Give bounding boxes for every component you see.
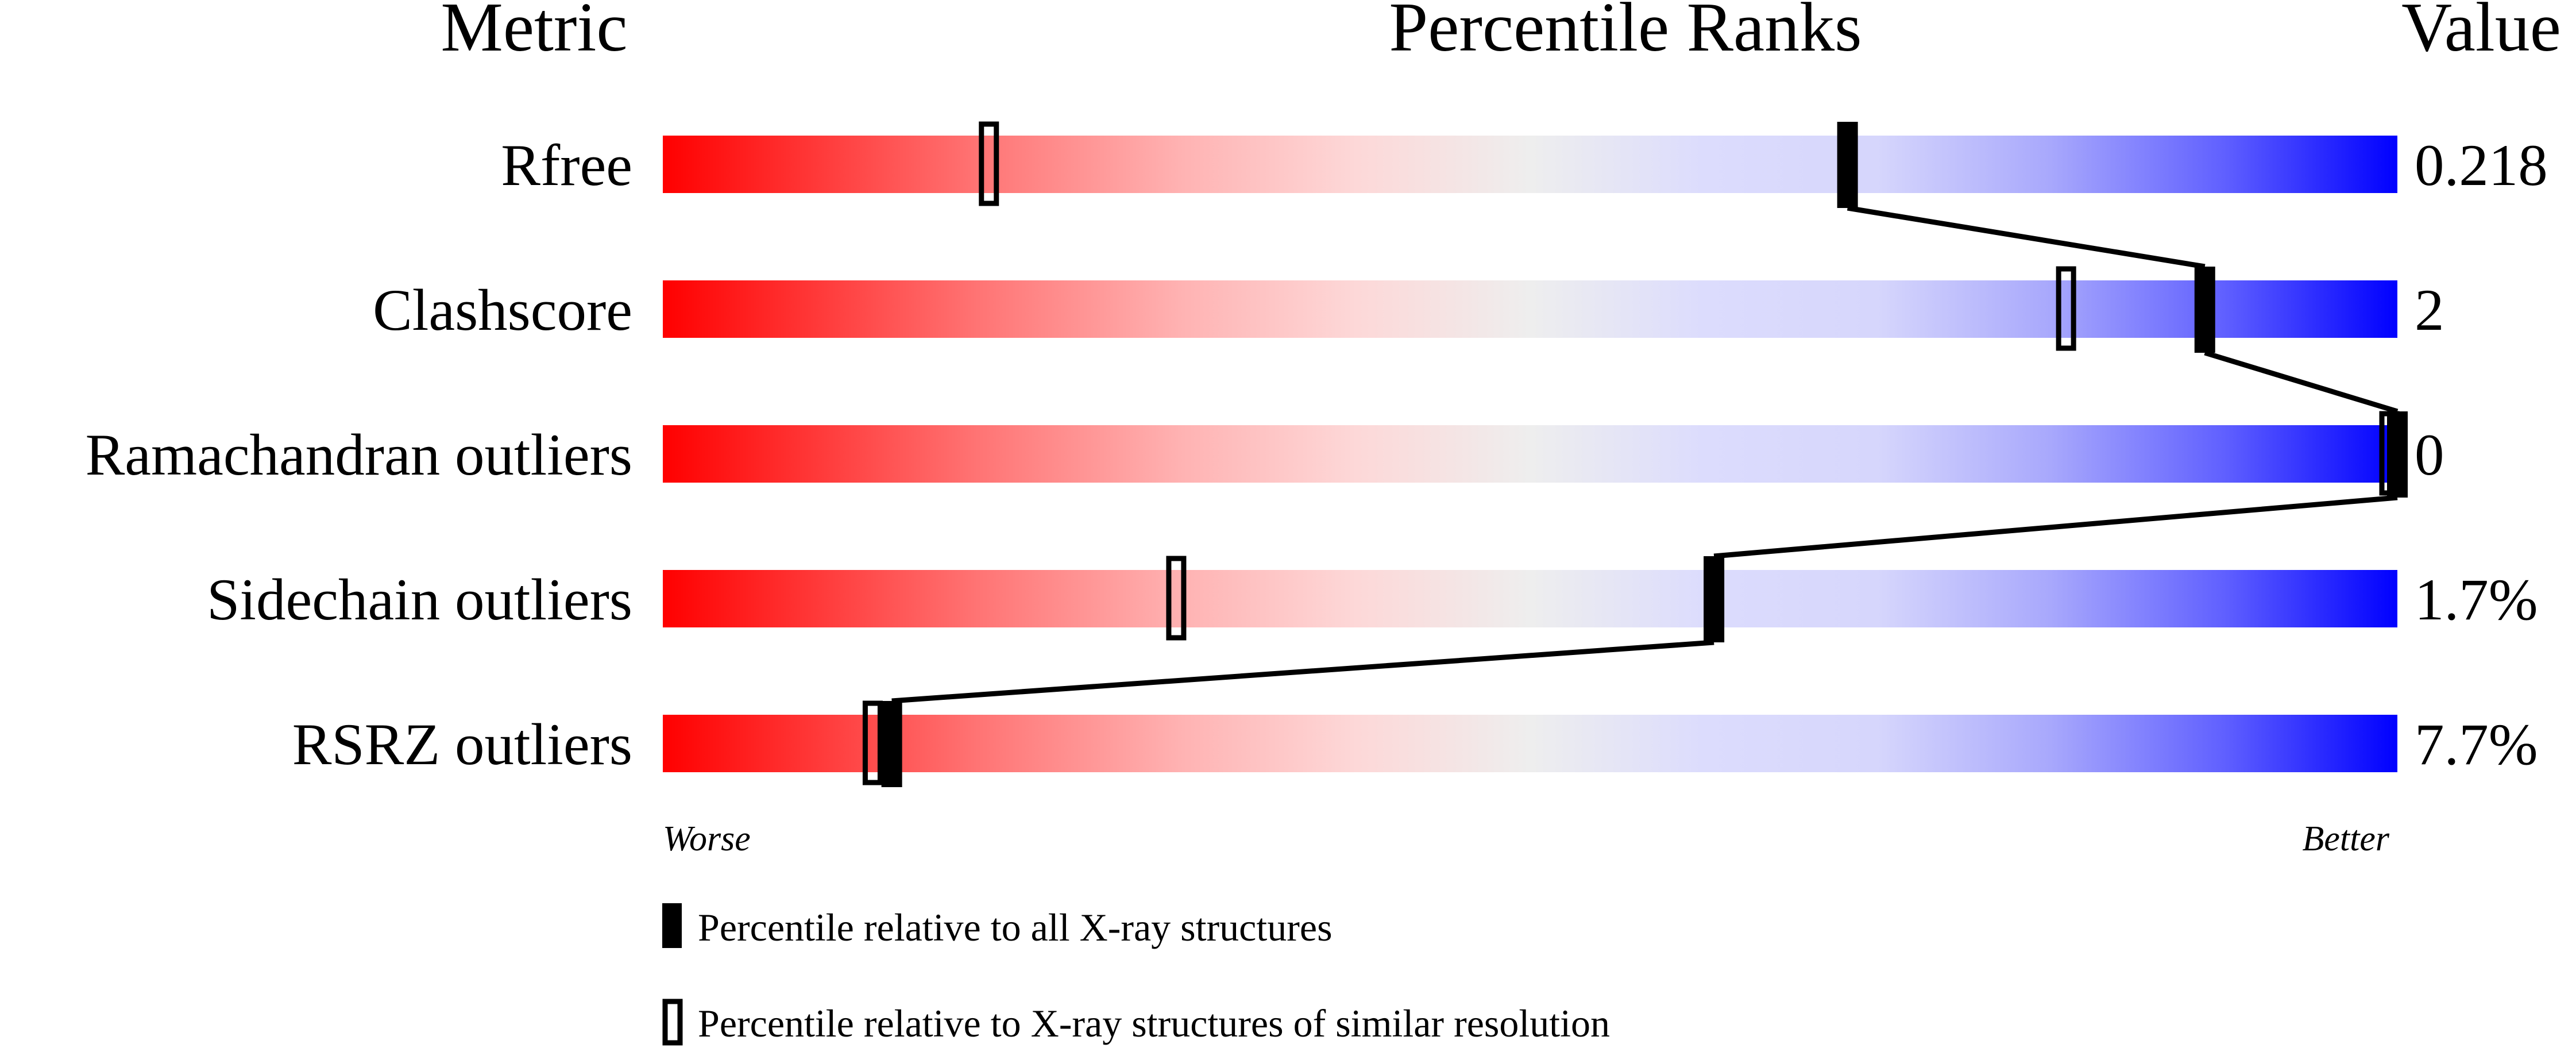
axis-label-worse: Worse: [663, 819, 751, 858]
marker-all-structures: [881, 701, 902, 787]
marker-similar-resolution: [862, 700, 883, 785]
metric-label: Clashscore: [373, 278, 632, 343]
metric-value: 0: [2415, 422, 2444, 488]
metric-label: RSRZ outliers: [292, 712, 632, 777]
metric-label: Ramachandran outliers: [86, 422, 632, 488]
percentile-bar: [663, 136, 2397, 193]
marker-all-structures: [2194, 267, 2215, 353]
marker-all-structures: [1704, 556, 1725, 642]
percentile-bar: [663, 425, 2397, 483]
axis-label-better: Better: [2303, 819, 2390, 858]
percentile-bar: [663, 570, 2397, 627]
legend-open-marker: [662, 999, 683, 1046]
metric-label: Sidechain outliers: [207, 567, 632, 633]
metric-value: 0.218: [2415, 133, 2548, 198]
percentile-bar: [663, 280, 2397, 338]
metric-label: Rfree: [501, 133, 632, 198]
legend-filled-label: Percentile relative to all X-ray structu…: [698, 906, 1333, 949]
header-percentile-ranks: Percentile Ranks: [1389, 0, 1861, 66]
metric-value: 7.7%: [2415, 712, 2538, 777]
connector-line: [891, 205, 2399, 704]
metric-value: 2: [2415, 278, 2444, 343]
marker-similar-resolution: [2056, 266, 2076, 351]
marker-similar-resolution: [979, 121, 999, 206]
percentile-bar: [663, 715, 2397, 772]
metric-value: 1.7%: [2415, 567, 2538, 633]
header-value: Value: [2401, 0, 2561, 66]
marker-similar-resolution: [1166, 556, 1187, 641]
legend-open-label: Percentile relative to X-ray structures …: [698, 1001, 1610, 1045]
legend-filled-marker: [662, 903, 682, 948]
marker-all-structures: [2387, 411, 2408, 498]
header-metric: Metric: [441, 0, 627, 66]
marker-all-structures: [1837, 122, 1858, 208]
